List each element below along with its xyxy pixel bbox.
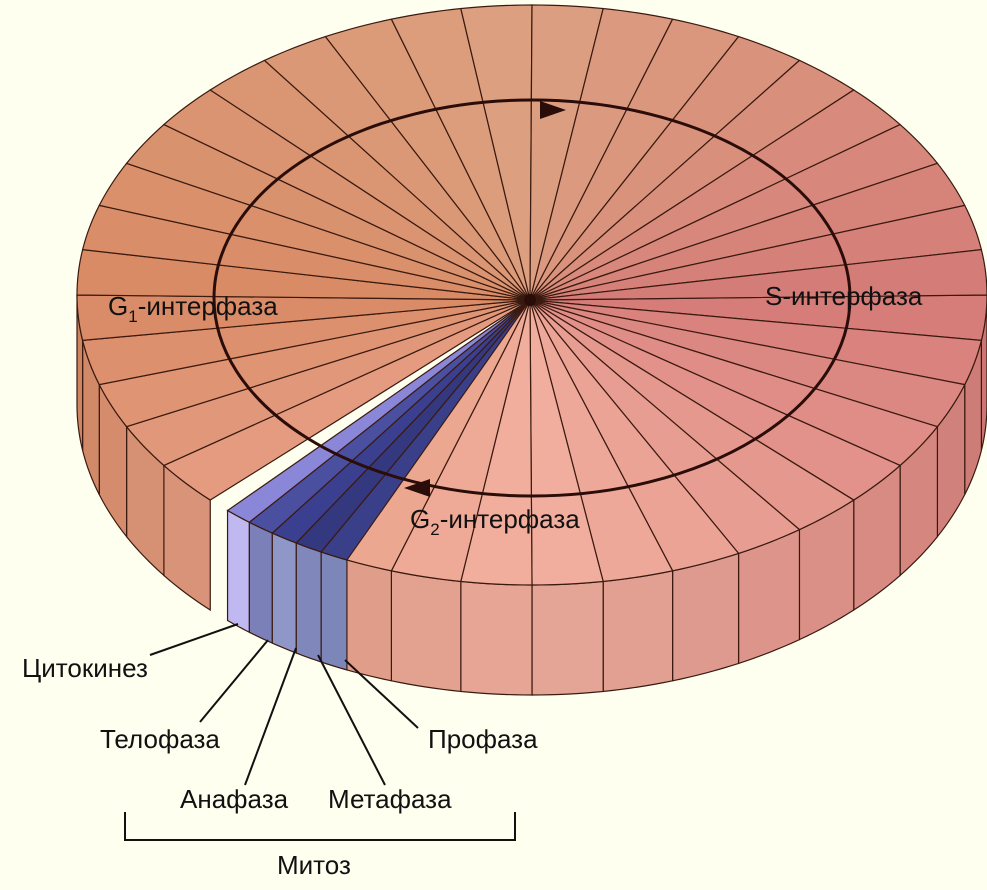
phase-label: Телофаза bbox=[100, 724, 220, 754]
phase-label: Анафаза bbox=[180, 784, 289, 814]
phase-label: Профаза bbox=[428, 724, 538, 754]
side-face bbox=[228, 511, 250, 633]
s-label: S-интерфаза bbox=[765, 281, 923, 311]
side-face bbox=[272, 533, 296, 653]
side-face bbox=[321, 552, 347, 670]
phase-label: Цитокинез bbox=[22, 653, 148, 683]
side-face bbox=[296, 543, 321, 662]
side-face bbox=[603, 571, 672, 692]
center bbox=[524, 294, 536, 306]
side-face bbox=[249, 522, 272, 643]
side-face bbox=[461, 581, 532, 695]
side-face bbox=[391, 571, 460, 692]
side-face bbox=[532, 581, 603, 695]
cell-cycle-diagram: G1-интерфаза S-интерфаза G2-интерфаза Ци… bbox=[0, 0, 987, 890]
mitosis-label: Митоз bbox=[277, 850, 351, 880]
phase-label: Метафаза bbox=[328, 784, 452, 814]
side-face bbox=[673, 553, 739, 680]
